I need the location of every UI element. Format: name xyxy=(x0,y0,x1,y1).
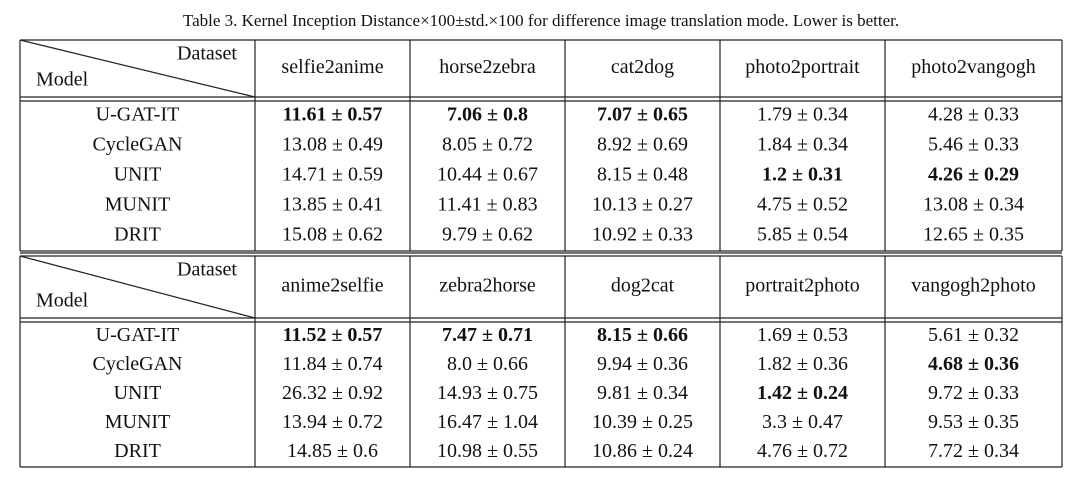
cell: 8.92 ± 0.69 xyxy=(597,134,688,156)
column-header: zebra2horse xyxy=(439,275,536,297)
cell: 1.2 ± 0.31 xyxy=(762,164,843,186)
model-name: DRIT xyxy=(114,440,161,462)
corner-bottom: Model xyxy=(36,69,89,91)
cell: 5.46 ± 0.33 xyxy=(928,134,1019,156)
cell: 15.08 ± 0.62 xyxy=(282,224,383,246)
cell: 7.72 ± 0.34 xyxy=(928,440,1019,462)
model-name: UNIT xyxy=(114,164,162,186)
cell: 12.65 ± 0.35 xyxy=(923,224,1024,246)
corner-diagonal xyxy=(19,255,256,319)
cell: 10.98 ± 0.55 xyxy=(437,440,538,462)
cell: 9.94 ± 0.36 xyxy=(597,353,688,375)
model-name: MUNIT xyxy=(105,411,171,433)
cell: 10.44 ± 0.67 xyxy=(437,164,538,186)
model-name: U-GAT-IT xyxy=(96,324,180,346)
cell: 13.85 ± 0.41 xyxy=(282,194,383,216)
cell: 7.06 ± 0.8 xyxy=(447,104,528,126)
cell: 9.81 ± 0.34 xyxy=(597,382,688,404)
column-header: selfie2anime xyxy=(281,56,383,78)
column-header: vangogh2photo xyxy=(911,275,1035,297)
cell: 13.08 ± 0.34 xyxy=(923,194,1024,216)
cell: 14.93 ± 0.75 xyxy=(437,382,538,404)
cell: 8.0 ± 0.66 xyxy=(447,353,528,375)
cell: 8.15 ± 0.48 xyxy=(597,164,688,186)
corner-diagonal xyxy=(19,39,256,98)
cell: 1.79 ± 0.34 xyxy=(757,104,848,126)
cell: 13.08 ± 0.49 xyxy=(282,134,383,156)
cell: 9.53 ± 0.35 xyxy=(928,411,1019,433)
cell: 8.15 ± 0.66 xyxy=(597,324,688,346)
table-caption: Table 3. Kernel Inception Distance×100±s… xyxy=(183,11,899,30)
corner-bottom: Model xyxy=(36,290,89,312)
cell: 8.05 ± 0.72 xyxy=(442,134,533,156)
column-header: photo2vangogh xyxy=(911,56,1035,78)
cell: 13.94 ± 0.72 xyxy=(282,411,383,433)
cell: 11.52 ± 0.57 xyxy=(283,324,383,346)
cell: 4.68 ± 0.36 xyxy=(928,353,1019,375)
cell: 7.47 ± 0.71 xyxy=(442,324,533,346)
cell: 11.61 ± 0.57 xyxy=(283,104,383,126)
cell: 10.39 ± 0.25 xyxy=(592,411,693,433)
cell: 11.41 ± 0.83 xyxy=(437,194,537,216)
cell: 5.85 ± 0.54 xyxy=(757,224,848,246)
cell: 1.84 ± 0.34 xyxy=(757,134,848,156)
cell: 11.84 ± 0.74 xyxy=(282,353,382,375)
cell: 14.85 ± 0.6 xyxy=(287,440,378,462)
cell: 9.79 ± 0.62 xyxy=(442,224,533,246)
cell: 14.71 ± 0.59 xyxy=(282,164,383,186)
cell: 4.28 ± 0.33 xyxy=(928,104,1019,126)
cell: 26.32 ± 0.92 xyxy=(282,382,383,404)
corner-top: Dataset xyxy=(177,43,237,65)
model-name: CycleGAN xyxy=(93,353,183,375)
cell: 4.75 ± 0.52 xyxy=(757,194,848,216)
cell: 7.07 ± 0.65 xyxy=(597,104,688,126)
cell: 4.76 ± 0.72 xyxy=(757,440,848,462)
cell: 9.72 ± 0.33 xyxy=(928,382,1019,404)
column-header: portrait2photo xyxy=(745,275,859,297)
cell: 1.82 ± 0.36 xyxy=(757,353,848,375)
model-name: U-GAT-IT xyxy=(96,104,180,126)
model-name: DRIT xyxy=(114,224,161,246)
cell: 10.92 ± 0.33 xyxy=(592,224,693,246)
cell: 1.42 ± 0.24 xyxy=(757,382,848,404)
model-name: MUNIT xyxy=(105,194,171,216)
column-header: dog2cat xyxy=(611,275,675,297)
model-name: UNIT xyxy=(114,382,162,404)
corner-top: Dataset xyxy=(177,259,237,281)
cell: 3.3 ± 0.47 xyxy=(762,411,843,433)
column-header: photo2portrait xyxy=(745,56,860,78)
cell: 10.86 ± 0.24 xyxy=(592,440,693,462)
column-header: anime2selfie xyxy=(281,275,383,297)
cell: 4.26 ± 0.29 xyxy=(928,164,1019,186)
cell: 1.69 ± 0.53 xyxy=(757,324,848,346)
cell: 5.61 ± 0.32 xyxy=(928,324,1019,346)
column-header: cat2dog xyxy=(611,56,674,78)
cell: 16.47 ± 1.04 xyxy=(437,411,538,433)
model-name: CycleGAN xyxy=(93,134,183,156)
column-header: horse2zebra xyxy=(439,56,536,78)
cell: 10.13 ± 0.27 xyxy=(592,194,693,216)
